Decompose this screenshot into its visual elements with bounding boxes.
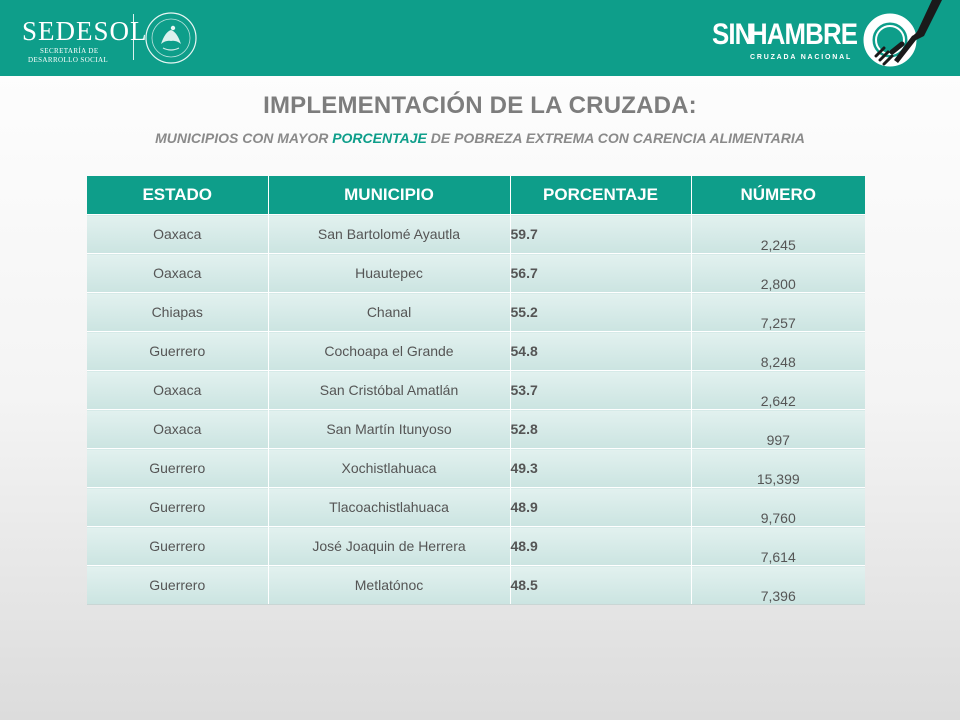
sinhambre-word1: SIN — [712, 18, 753, 51]
cell-porcentaje: 55.2 — [510, 292, 692, 332]
cell-porcentaje: 49.3 — [510, 448, 692, 488]
cell-porcentaje: 48.9 — [510, 487, 692, 527]
sinhambre-sub: CRUZADA NACIONAL — [750, 54, 853, 61]
table-row: Oaxaca San Martín Itunyoso 52.8 997 — [87, 409, 865, 449]
cell-municipio: San Bartolomé Ayautla — [268, 214, 511, 254]
header-numero: NÚMERO — [691, 176, 865, 215]
table-row: Guerrero Xochistlahuaca 49.3 15,399 — [87, 448, 865, 488]
cell-numero: 7,257 — [691, 292, 865, 332]
cell-municipio: Chanal — [268, 292, 511, 332]
cell-porcentaje: 52.8 — [510, 409, 692, 449]
cell-municipio: Huautepec — [268, 253, 511, 293]
cell-porcentaje: 54.8 — [510, 331, 692, 371]
sedesol-sub-line1: SECRETARÍA DE — [40, 47, 99, 55]
table-row: Oaxaca Huautepec 56.7 2,800 — [87, 253, 865, 293]
table-row: Guerrero Cochoapa el Grande 54.8 8,248 — [87, 331, 865, 371]
cell-porcentaje: 48.9 — [510, 526, 692, 566]
sedesol-logo: SEDESOL SECRETARÍA DE DESARROLLO SOCIAL — [22, 18, 148, 65]
header-municipio: MUNICIPIO — [268, 176, 511, 215]
municipios-table: ESTADO MUNICIPIO PORCENTAJE NÚMERO Oaxac… — [87, 176, 865, 605]
table-row: Oaxaca San Cristóbal Amatlán 53.7 2,642 — [87, 370, 865, 410]
cell-porcentaje: 53.7 — [510, 370, 692, 410]
table-row: Guerrero José Joaquin de Herrera 48.9 7,… — [87, 526, 865, 566]
table-row: Chiapas Chanal 55.2 7,257 — [87, 292, 865, 332]
table-row: Guerrero Tlacoachistlahuaca 48.9 9,760 — [87, 487, 865, 527]
cell-numero: 997 — [691, 409, 865, 449]
cell-estado: Chiapas — [87, 292, 269, 332]
header-bar: SEDESOL SECRETARÍA DE DESARROLLO SOCIAL … — [0, 0, 960, 76]
cell-estado: Guerrero — [87, 526, 269, 566]
cell-municipio: Metlatónoc — [268, 565, 511, 605]
header-porcentaje: PORCENTAJE — [510, 176, 692, 215]
subtitle-highlight: PORCENTAJE — [332, 130, 427, 146]
cell-municipio: San Cristóbal Amatlán — [268, 370, 511, 410]
seal-icon — [145, 12, 197, 64]
cell-numero: 8,248 — [691, 331, 865, 371]
cell-numero: 2,800 — [691, 253, 865, 293]
cell-estado: Guerrero — [87, 565, 269, 605]
header-estado: ESTADO — [87, 176, 269, 215]
subtitle-before: MUNICIPIOS CON MAYOR — [155, 130, 333, 146]
cell-estado: Oaxaca — [87, 370, 269, 410]
plate-fork-knife-icon — [863, 0, 942, 67]
cell-estado: Guerrero — [87, 331, 269, 371]
logo-divider — [133, 14, 134, 60]
cell-municipio: Cochoapa el Grande — [268, 331, 511, 371]
cell-porcentaje: 59.7 — [510, 214, 692, 254]
cell-numero: 2,245 — [691, 214, 865, 254]
cell-municipio: San Martín Itunyoso — [268, 409, 511, 449]
table-row: Guerrero Metlatónoc 48.5 7,396 — [87, 565, 865, 605]
sedesol-brand: SEDESOL — [22, 16, 148, 46]
cell-porcentaje: 48.5 — [510, 565, 692, 605]
cell-numero: 7,396 — [691, 565, 865, 605]
sedesol-sub-line2: DESARROLLO SOCIAL — [28, 56, 109, 64]
cell-porcentaje: 56.7 — [510, 253, 692, 293]
cell-numero: 7,614 — [691, 526, 865, 566]
cell-numero: 9,760 — [691, 487, 865, 527]
cell-numero: 15,399 — [691, 448, 865, 488]
page-title: IMPLEMENTACIÓN DE LA CRUZADA: — [263, 92, 697, 119]
page-subtitle: MUNICIPIOS CON MAYOR PORCENTAJE DE POBRE… — [0, 130, 960, 146]
subtitle-after: DE POBREZA EXTREMA CON CARENCIA ALIMENTA… — [426, 130, 805, 146]
cell-estado: Oaxaca — [87, 409, 269, 449]
cell-estado: Guerrero — [87, 448, 269, 488]
sinhambre-logo: SIN HAMBRE CRUZADA NACIONAL — [712, 20, 875, 62]
sinhambre-word2: HAMBRE — [749, 18, 858, 51]
cell-numero: 2,642 — [691, 370, 865, 410]
cell-estado: Guerrero — [87, 487, 269, 527]
cell-estado: Oaxaca — [87, 253, 269, 293]
table-row: Oaxaca San Bartolomé Ayautla 59.7 2,245 — [87, 214, 865, 254]
cell-estado: Oaxaca — [87, 214, 269, 254]
cell-municipio: Tlacoachistlahuaca — [268, 487, 511, 527]
table-header-row: ESTADO MUNICIPIO PORCENTAJE NÚMERO — [87, 176, 865, 215]
cell-municipio: José Joaquin de Herrera — [268, 526, 511, 566]
cell-municipio: Xochistlahuaca — [268, 448, 511, 488]
